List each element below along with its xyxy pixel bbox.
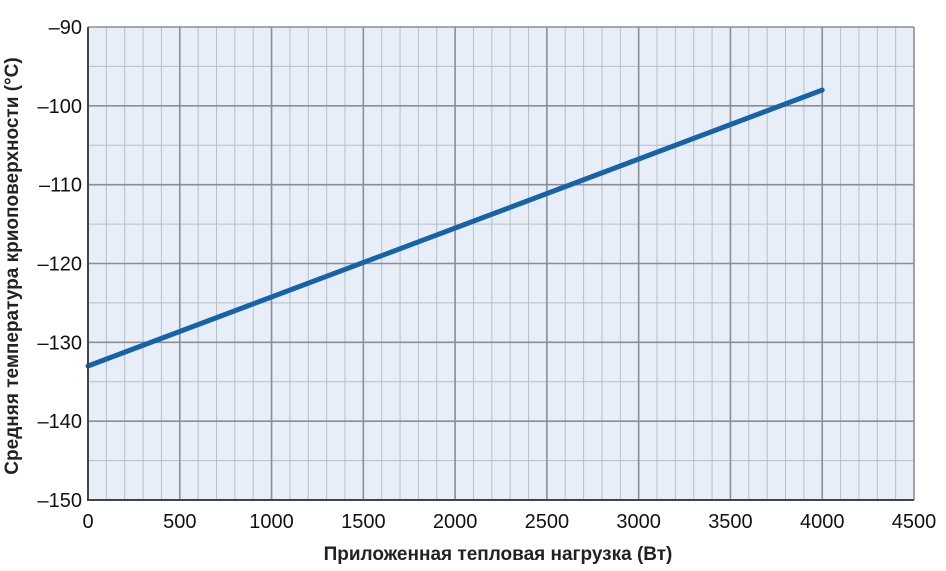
y-tick-label: –100	[38, 96, 83, 118]
x-tick-label: 500	[163, 511, 196, 533]
y-tick-label: –90	[49, 17, 82, 39]
y-tick-label: –140	[38, 411, 83, 433]
x-tick-label: 3000	[616, 511, 661, 533]
x-tick-labels: 0 500 1000 1500 2000 2500 3000 3500 4000 4500	[82, 511, 936, 533]
x-tick-label: 1000	[249, 511, 294, 533]
y-tick-label: –120	[38, 254, 83, 276]
plot-frame	[87, 27, 914, 501]
y-axis-title: Средняя температура криоповерхности (°C)	[2, 57, 23, 474]
x-tick-label: 4000	[800, 511, 845, 533]
data-lines	[85, 87, 825, 369]
x-axis-title: Приложенная тепловая нагрузка (Вт)	[324, 544, 673, 565]
x-tick-label: 2500	[525, 511, 570, 533]
x-tick-label: 0	[82, 511, 93, 533]
y-tick-label: –150	[38, 490, 83, 512]
y-tick-labels: –150 –140 –130 –120 –110 –100 –90	[38, 17, 83, 512]
x-tick-label: 1500	[341, 511, 386, 533]
series-line	[85, 87, 825, 369]
y-tick-label: –130	[38, 332, 83, 354]
x-tick-label: 4500	[892, 511, 937, 533]
x-tick-label: 3500	[708, 511, 753, 533]
x-tick-label: 2000	[433, 511, 478, 533]
y-tick-label: –110	[39, 175, 82, 197]
